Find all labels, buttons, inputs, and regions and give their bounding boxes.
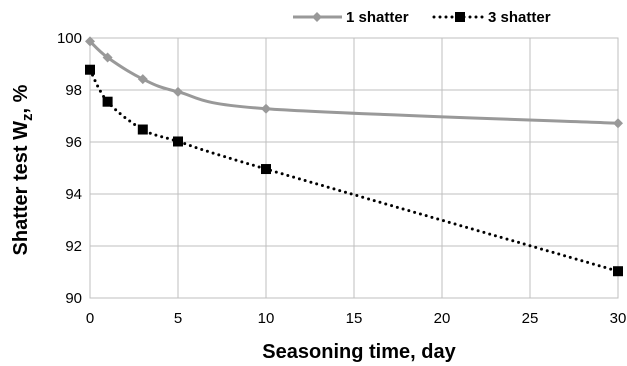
x-tick-label: 10 xyxy=(258,310,275,327)
data-point-1-shatter xyxy=(102,52,113,63)
data-point-1-shatter xyxy=(85,36,95,47)
legend-marker-3-shatter xyxy=(455,12,465,22)
y-axis-title: Shatter test Wz, % xyxy=(10,84,36,255)
data-point-1-shatter xyxy=(173,86,183,97)
y-tick-label: 92 xyxy=(65,238,82,255)
legend-label-3-shatter: 3 shatter xyxy=(488,9,551,26)
series-3-shatter xyxy=(85,64,623,277)
x-tick-label: 0 xyxy=(86,310,94,327)
x-tick-label: 30 xyxy=(610,310,627,327)
data-point-1-shatter xyxy=(613,118,623,129)
data-point-3-shatter xyxy=(261,164,271,175)
series-layer xyxy=(85,36,623,277)
x-tick-label: 20 xyxy=(434,310,451,327)
data-point-3-shatter xyxy=(137,124,148,135)
legend-item-3-shatter: 3 shatter xyxy=(432,9,551,26)
y-tick-label: 98 xyxy=(65,82,82,99)
data-point-1-shatter xyxy=(137,74,148,85)
data-point-3-shatter xyxy=(102,96,113,107)
y-axis-title-suffix: , % xyxy=(10,84,32,113)
y-tick-label: 90 xyxy=(65,290,82,307)
x-tick-label: 5 xyxy=(174,310,182,327)
x-tick-label: 15 xyxy=(346,310,363,327)
x-axis-title: Seasoning time, day xyxy=(262,341,456,363)
legend-item-1-shatter: 1 shatter xyxy=(293,9,409,26)
series-1-shatter xyxy=(85,36,623,129)
data-point-3-shatter xyxy=(85,64,95,75)
legend-marker-1-shatter xyxy=(312,12,322,22)
data-point-1-shatter xyxy=(261,103,271,114)
data-point-3-shatter xyxy=(173,136,183,147)
tick-labels: 0 5 10 15 20 25 30 90 92 94 96 98 100 xyxy=(57,30,626,327)
y-axis-title-subscript: z xyxy=(19,113,36,121)
legend: 1 shatter 3 shatter xyxy=(293,9,551,26)
x-tick-label: 25 xyxy=(522,310,539,327)
y-tick-label: 96 xyxy=(65,134,82,151)
gridlines xyxy=(89,37,619,299)
data-point-3-shatter xyxy=(613,266,623,277)
y-tick-label: 94 xyxy=(65,186,82,203)
y-axis-title-main: Shatter test W xyxy=(10,121,32,256)
y-tick-label: 100 xyxy=(57,30,82,47)
legend-label-1-shatter: 1 shatter xyxy=(346,9,409,26)
